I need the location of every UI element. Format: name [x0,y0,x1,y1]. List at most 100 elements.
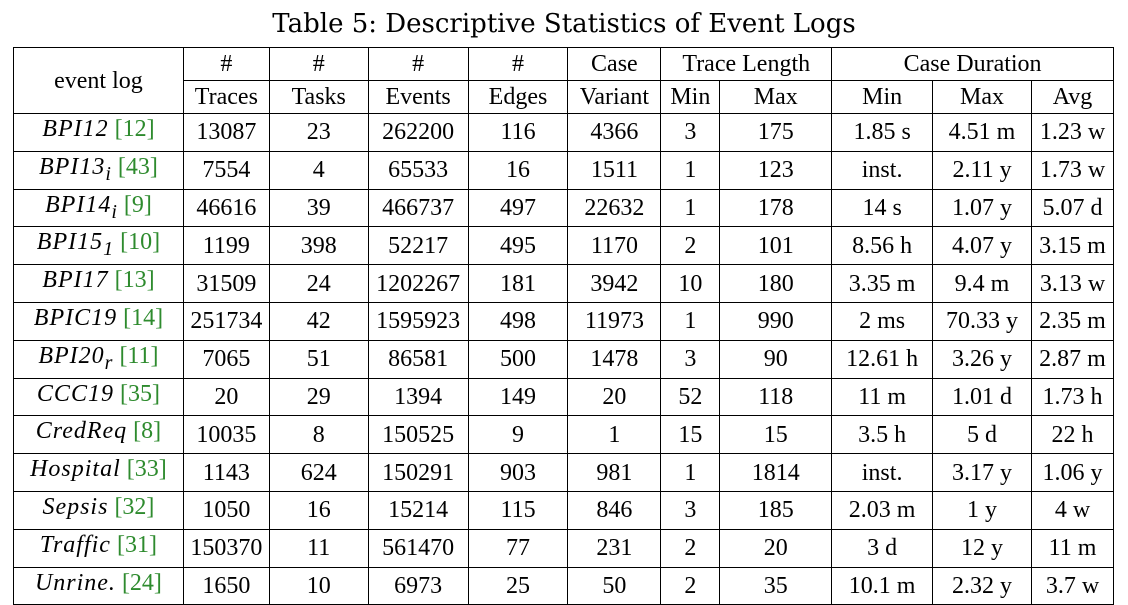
cell-traces: 13087 [182,113,270,152]
cell-tl-max: 178 [719,188,833,228]
cell-cd-min: 1.85 s [831,113,934,152]
citation-link[interactable]: [35] [119,380,160,407]
cell-traces: 150370 [182,528,270,568]
header-events: Events [367,80,469,114]
table-header: event log # # # # Case Trace Length Case… [13,47,1115,114]
table-row: Unrine. [24] 1650 10 6973 25 50 2 35 10.1 m 2.32 … [13,566,1115,605]
cell-traces: 7065 [182,339,270,379]
cell-cd-max: 5 d [932,415,1032,455]
event-log-subscript: i [105,162,112,185]
cell-variant: 1511 [567,150,662,190]
cell-tl-max: 15 [719,415,833,455]
event-log-name: BPI15 [36,229,104,256]
event-log-name-cell: Hospital [33] [13,453,184,492]
cell-events: 262200 [367,113,469,152]
cell-tl-min: 3 [660,339,721,379]
cell-tasks: 4 [268,150,369,190]
citation-link[interactable]: [14] [123,304,164,331]
cell-edges: 495 [467,226,569,266]
citation-link[interactable]: [10] [120,229,161,256]
citation-link[interactable]: [32] [114,493,155,520]
cell-traces: 1050 [182,490,270,530]
event-log-name: CCC19 [36,380,114,407]
cell-cd-max: 70.33 y [932,301,1032,341]
table-body: BPI12 [12] 13087 23 262200 116 4366 3 175 1.85 s… [13,113,1115,605]
header-trace-length-min: Min [660,80,721,114]
cell-tl-min: 1 [660,453,721,492]
header-edges-hash: # [467,47,569,81]
event-log-name-cell: BPI17 [13] [13,264,184,303]
cell-events: 561470 [367,528,469,568]
cell-cd-avg: 2.35 m [1030,301,1115,341]
cell-events: 150291 [367,453,469,492]
cell-tasks: 39 [268,188,369,228]
event-log-name: Sepsis [42,493,109,520]
cell-edges: 903 [467,453,569,492]
citation-link[interactable]: [31] [116,531,157,558]
cell-events: 1202267 [367,264,469,303]
cell-tl-min: 10 [660,264,721,303]
header-trace-length: Trace Length [660,47,833,81]
cell-variant: 11973 [567,301,662,341]
header-traces: Traces [182,80,270,114]
cell-tl-min: 1 [660,150,721,190]
cell-cd-min: 2 ms [831,301,934,341]
cell-traces: 10035 [182,415,270,455]
cell-cd-min: inst. [831,453,934,492]
cell-tl-min: 2 [660,226,721,266]
cell-traces: 31509 [182,264,270,303]
event-log-name-cell: BPI12 [12] [13,113,184,152]
cell-cd-avg: 3.13 w [1030,264,1115,303]
citation-link[interactable]: [13] [114,267,155,294]
cell-tl-max: 180 [719,264,833,303]
cell-tl-max: 35 [719,566,833,605]
citation-link[interactable]: [12] [114,116,155,142]
cell-cd-min: 11 m [831,377,934,417]
citation-link[interactable]: [43] [117,153,158,180]
cell-tasks: 24 [268,264,369,303]
header-events-hash: # [367,47,469,81]
citation-link[interactable]: [11] [119,342,159,369]
cell-tl-max: 20 [719,528,833,568]
header-case-duration-avg: Avg [1030,80,1115,114]
citation-link[interactable]: [33] [126,456,167,483]
cell-tl-min: 1 [660,301,721,341]
event-log-name: BPI12 [42,116,109,142]
cell-traces: 1199 [182,226,270,266]
cell-variant: 3942 [567,264,662,303]
cell-tl-max: 990 [719,301,833,341]
citation-link[interactable]: [8] [133,418,162,445]
header-case: Case [567,47,662,81]
header-event-log: event log [13,47,184,114]
cell-tl-max: 1814 [719,453,833,492]
cell-cd-avg: 1.23 w [1030,113,1115,152]
cell-tl-max: 90 [719,339,833,379]
header-case-duration-max: Max [932,80,1032,114]
event-log-name: BPI13 [39,153,106,180]
cell-tasks: 8 [268,415,369,455]
cell-cd-avg: 2.87 m [1030,339,1115,379]
cell-cd-min: 3 d [831,528,934,568]
event-log-name: Traffic [39,531,111,558]
cell-events: 65533 [367,150,469,190]
cell-cd-avg: 11 m [1030,528,1115,568]
cell-events: 466737 [367,188,469,228]
cell-tasks: 11 [268,528,369,568]
cell-tasks: 16 [268,490,369,530]
cell-cd-max: 3.17 y [932,453,1032,492]
table-caption: Table 5: Descriptive Statistics of Event… [272,9,856,39]
cell-cd-avg: 1.73 h [1030,377,1115,417]
cell-edges: 181 [467,264,569,303]
citation-link[interactable]: [24] [121,569,162,596]
citation-link[interactable]: [9] [123,191,152,218]
cell-variant: 1170 [567,226,662,266]
event-log-name: Unrine. [34,569,116,596]
event-log-name-cell: CredReq [8] [13,415,184,455]
cell-traces: 251734 [182,301,270,341]
header-case-duration-min: Min [831,80,934,114]
event-log-name: BPI14 [45,191,112,218]
cell-tl-max: 123 [719,150,833,190]
cell-cd-max: 9.4 m [932,264,1032,303]
cell-traces: 20 [182,377,270,417]
cell-events: 15214 [367,490,469,530]
